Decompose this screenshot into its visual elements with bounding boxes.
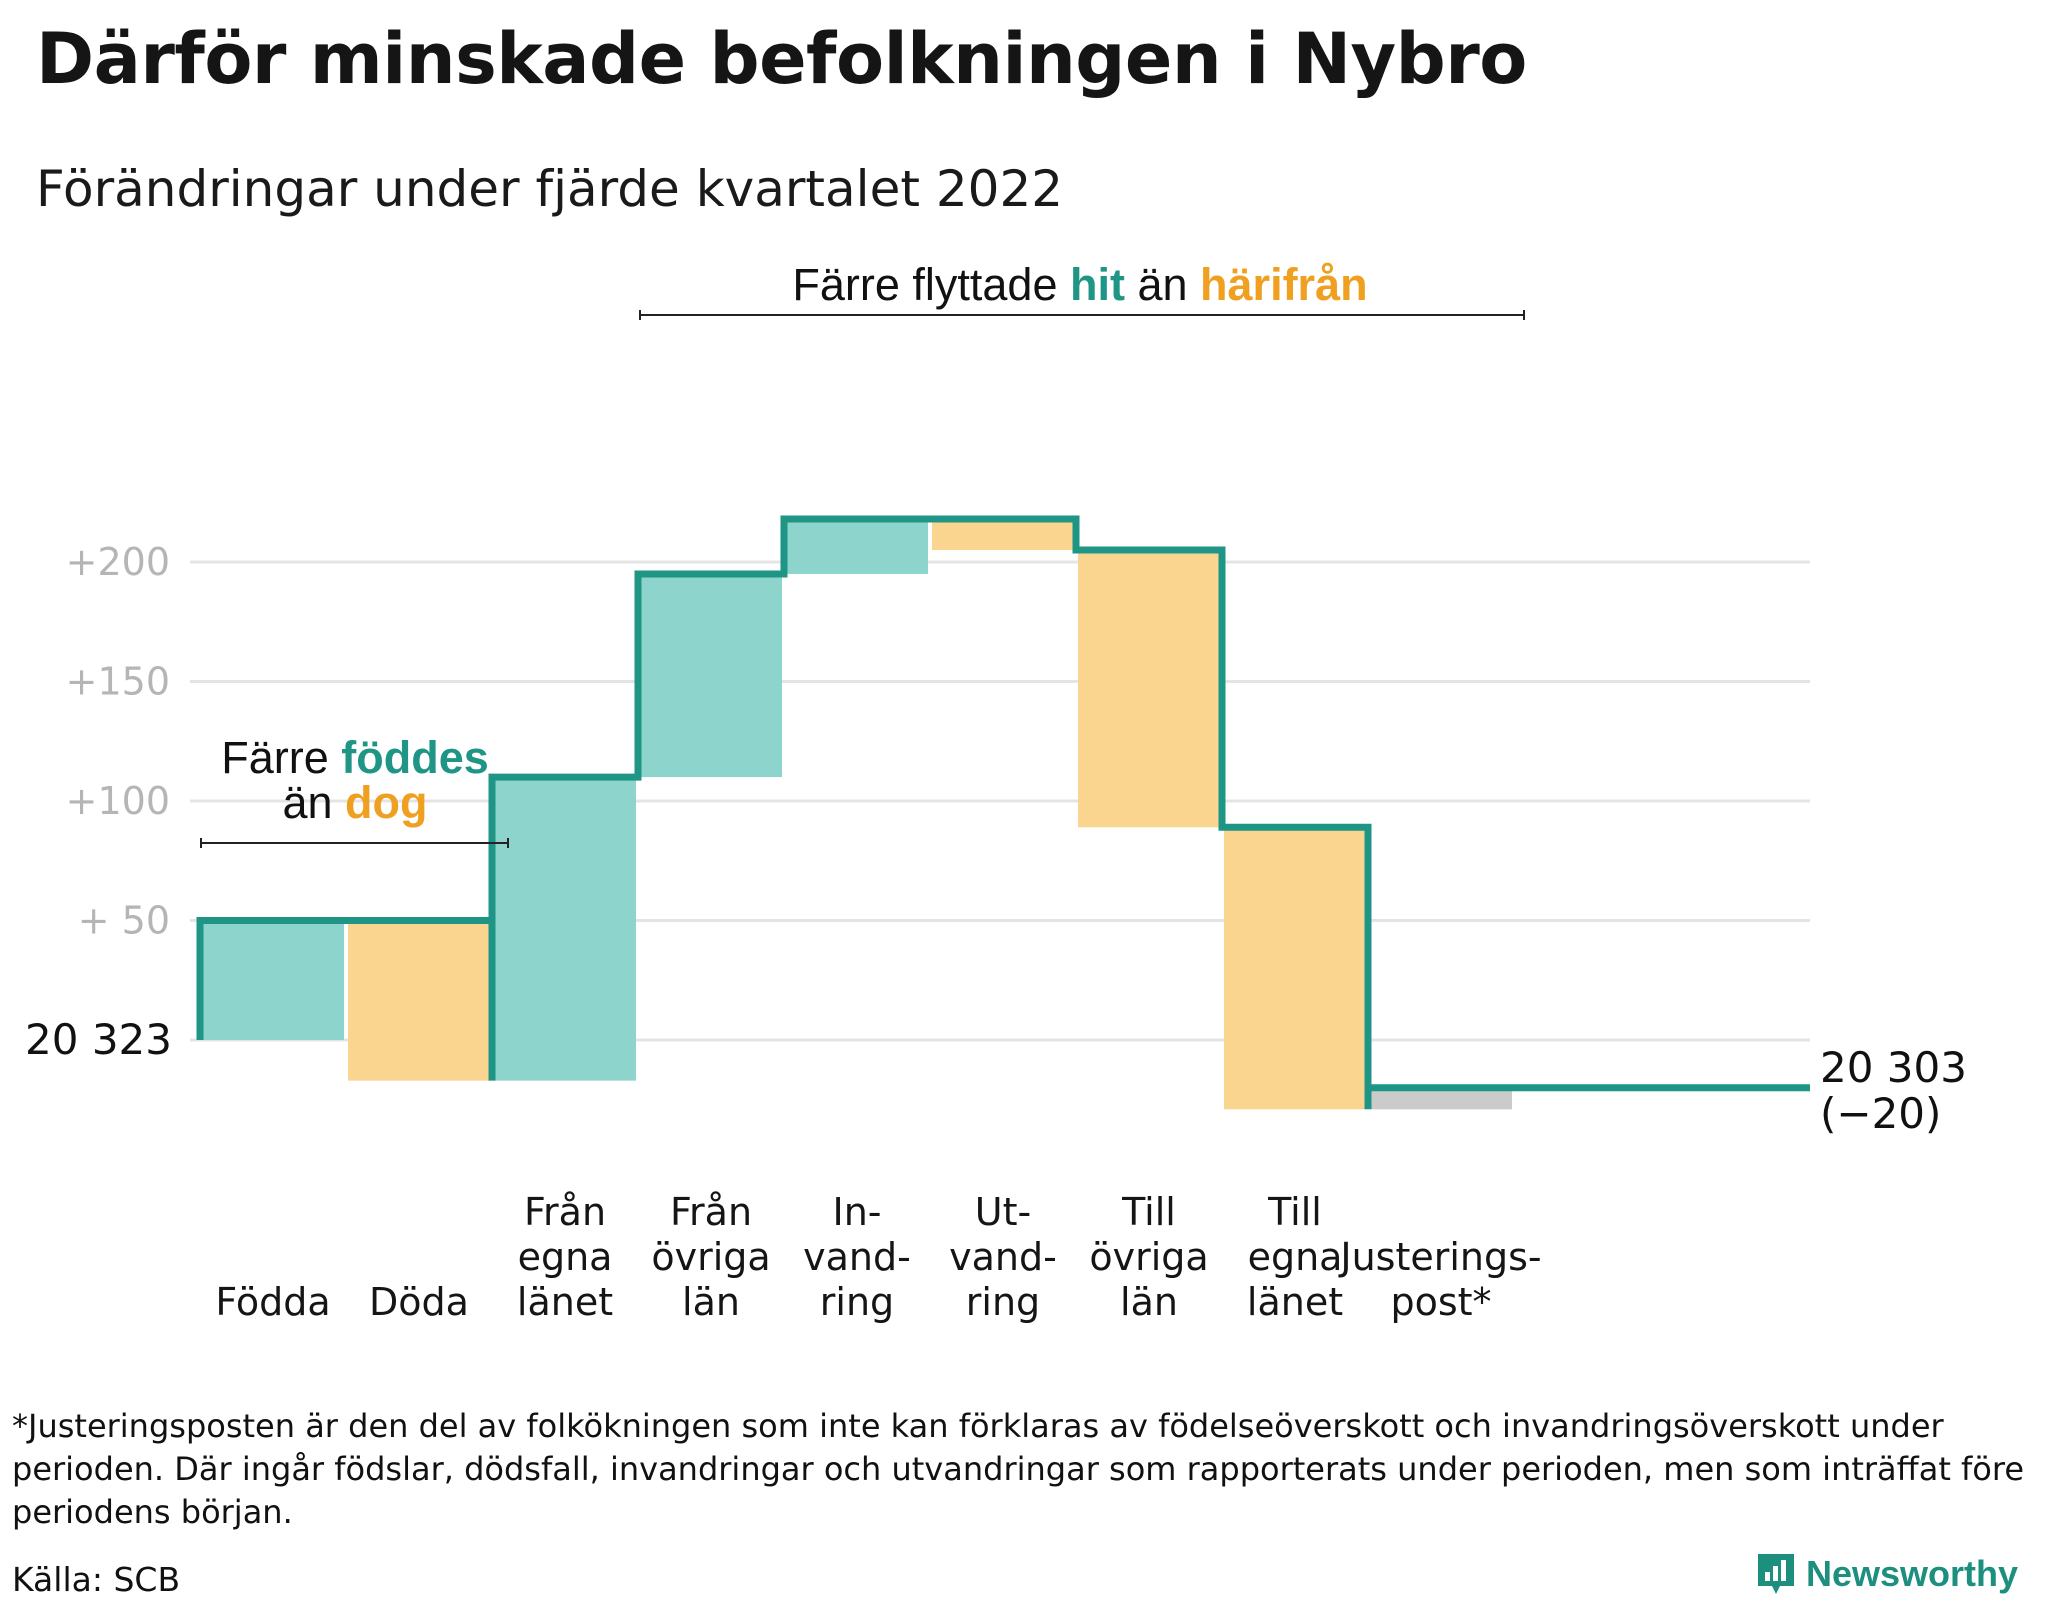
source-label: Källa: SCB <box>12 1560 181 1599</box>
category-label: ring <box>966 1280 1040 1324</box>
annotation-births: Färre föddes <box>221 732 489 783</box>
bar <box>494 777 636 1081</box>
category-label: Från <box>670 1190 752 1234</box>
bar <box>202 920 344 1040</box>
category-label: länet <box>1247 1280 1343 1324</box>
y-tick-label: + 50 <box>78 899 170 943</box>
bar <box>1224 827 1366 1110</box>
start-value-label: 20 323 <box>25 1015 172 1064</box>
chart-subtitle: Förändringar under fjärde kvartalet 2022 <box>36 160 1064 218</box>
category-label: övriga <box>651 1235 770 1279</box>
category-label: egna <box>518 1235 613 1279</box>
annotation-migration: Färre flyttade hit än härifrån <box>792 259 1367 310</box>
category-label: länet <box>517 1280 613 1324</box>
category-label: In- <box>832 1190 881 1234</box>
category-label: Döda <box>369 1280 469 1324</box>
bar <box>640 573 782 778</box>
annotation-bracket <box>639 310 1525 320</box>
bar <box>348 920 490 1081</box>
y-tick-label: +150 <box>66 660 170 704</box>
category-label: Till <box>1121 1190 1176 1234</box>
bar <box>932 518 1074 551</box>
category-label: län <box>1120 1280 1178 1324</box>
bars <box>202 518 1512 1110</box>
running-total-line <box>196 515 1810 1110</box>
category-label: post* <box>1390 1280 1491 1324</box>
chart-title: Därför minskade befolkningen i Nybro <box>36 18 1527 100</box>
end-change-label: (−20) <box>1820 1089 1941 1138</box>
y-tick-label: +100 <box>66 779 170 823</box>
category-label: Ut- <box>975 1190 1031 1234</box>
value-labels: 20 323 20 303(−20) <box>25 1015 1967 1138</box>
category-label: vand- <box>949 1235 1057 1279</box>
category-label: övriga <box>1089 1235 1208 1279</box>
end-value-label: 20 303 <box>1820 1043 1967 1092</box>
bar <box>1370 1087 1512 1110</box>
bar <box>1078 550 1220 828</box>
brand-logo: Newsworthy <box>1756 1552 2018 1596</box>
y-tick-label: +200 <box>66 540 170 584</box>
category-label: ring <box>820 1280 894 1324</box>
y-axis-ticks: + 50 +100 +150 +200 <box>66 540 170 943</box>
brand-name: Newsworthy <box>1805 1553 2018 1594</box>
category-label: Justerings- <box>1338 1235 1541 1279</box>
annotation-bracket <box>200 838 509 848</box>
category-label: vand- <box>803 1235 911 1279</box>
category-label: Till <box>1267 1190 1322 1234</box>
category-label: län <box>682 1280 740 1324</box>
running-total-path <box>196 515 1810 1110</box>
category-label: Från <box>524 1190 606 1234</box>
category-label: egna <box>1248 1235 1343 1279</box>
waterfall-chart: + 50+100+150+200 Födda DödaFrånegnalänetF… <box>25 259 1967 1324</box>
annotation-deaths: än dog <box>282 777 427 828</box>
footnote: *Justeringsposten är den del av folkökni… <box>12 1407 2025 1531</box>
category-label: Födda <box>215 1280 330 1324</box>
newsworthy-logo-icon <box>1757 1554 1794 1594</box>
bar <box>786 518 928 574</box>
category-labels: Födda DödaFrånegnalänetFrånövrigalänIn-va… <box>215 1190 1541 1324</box>
